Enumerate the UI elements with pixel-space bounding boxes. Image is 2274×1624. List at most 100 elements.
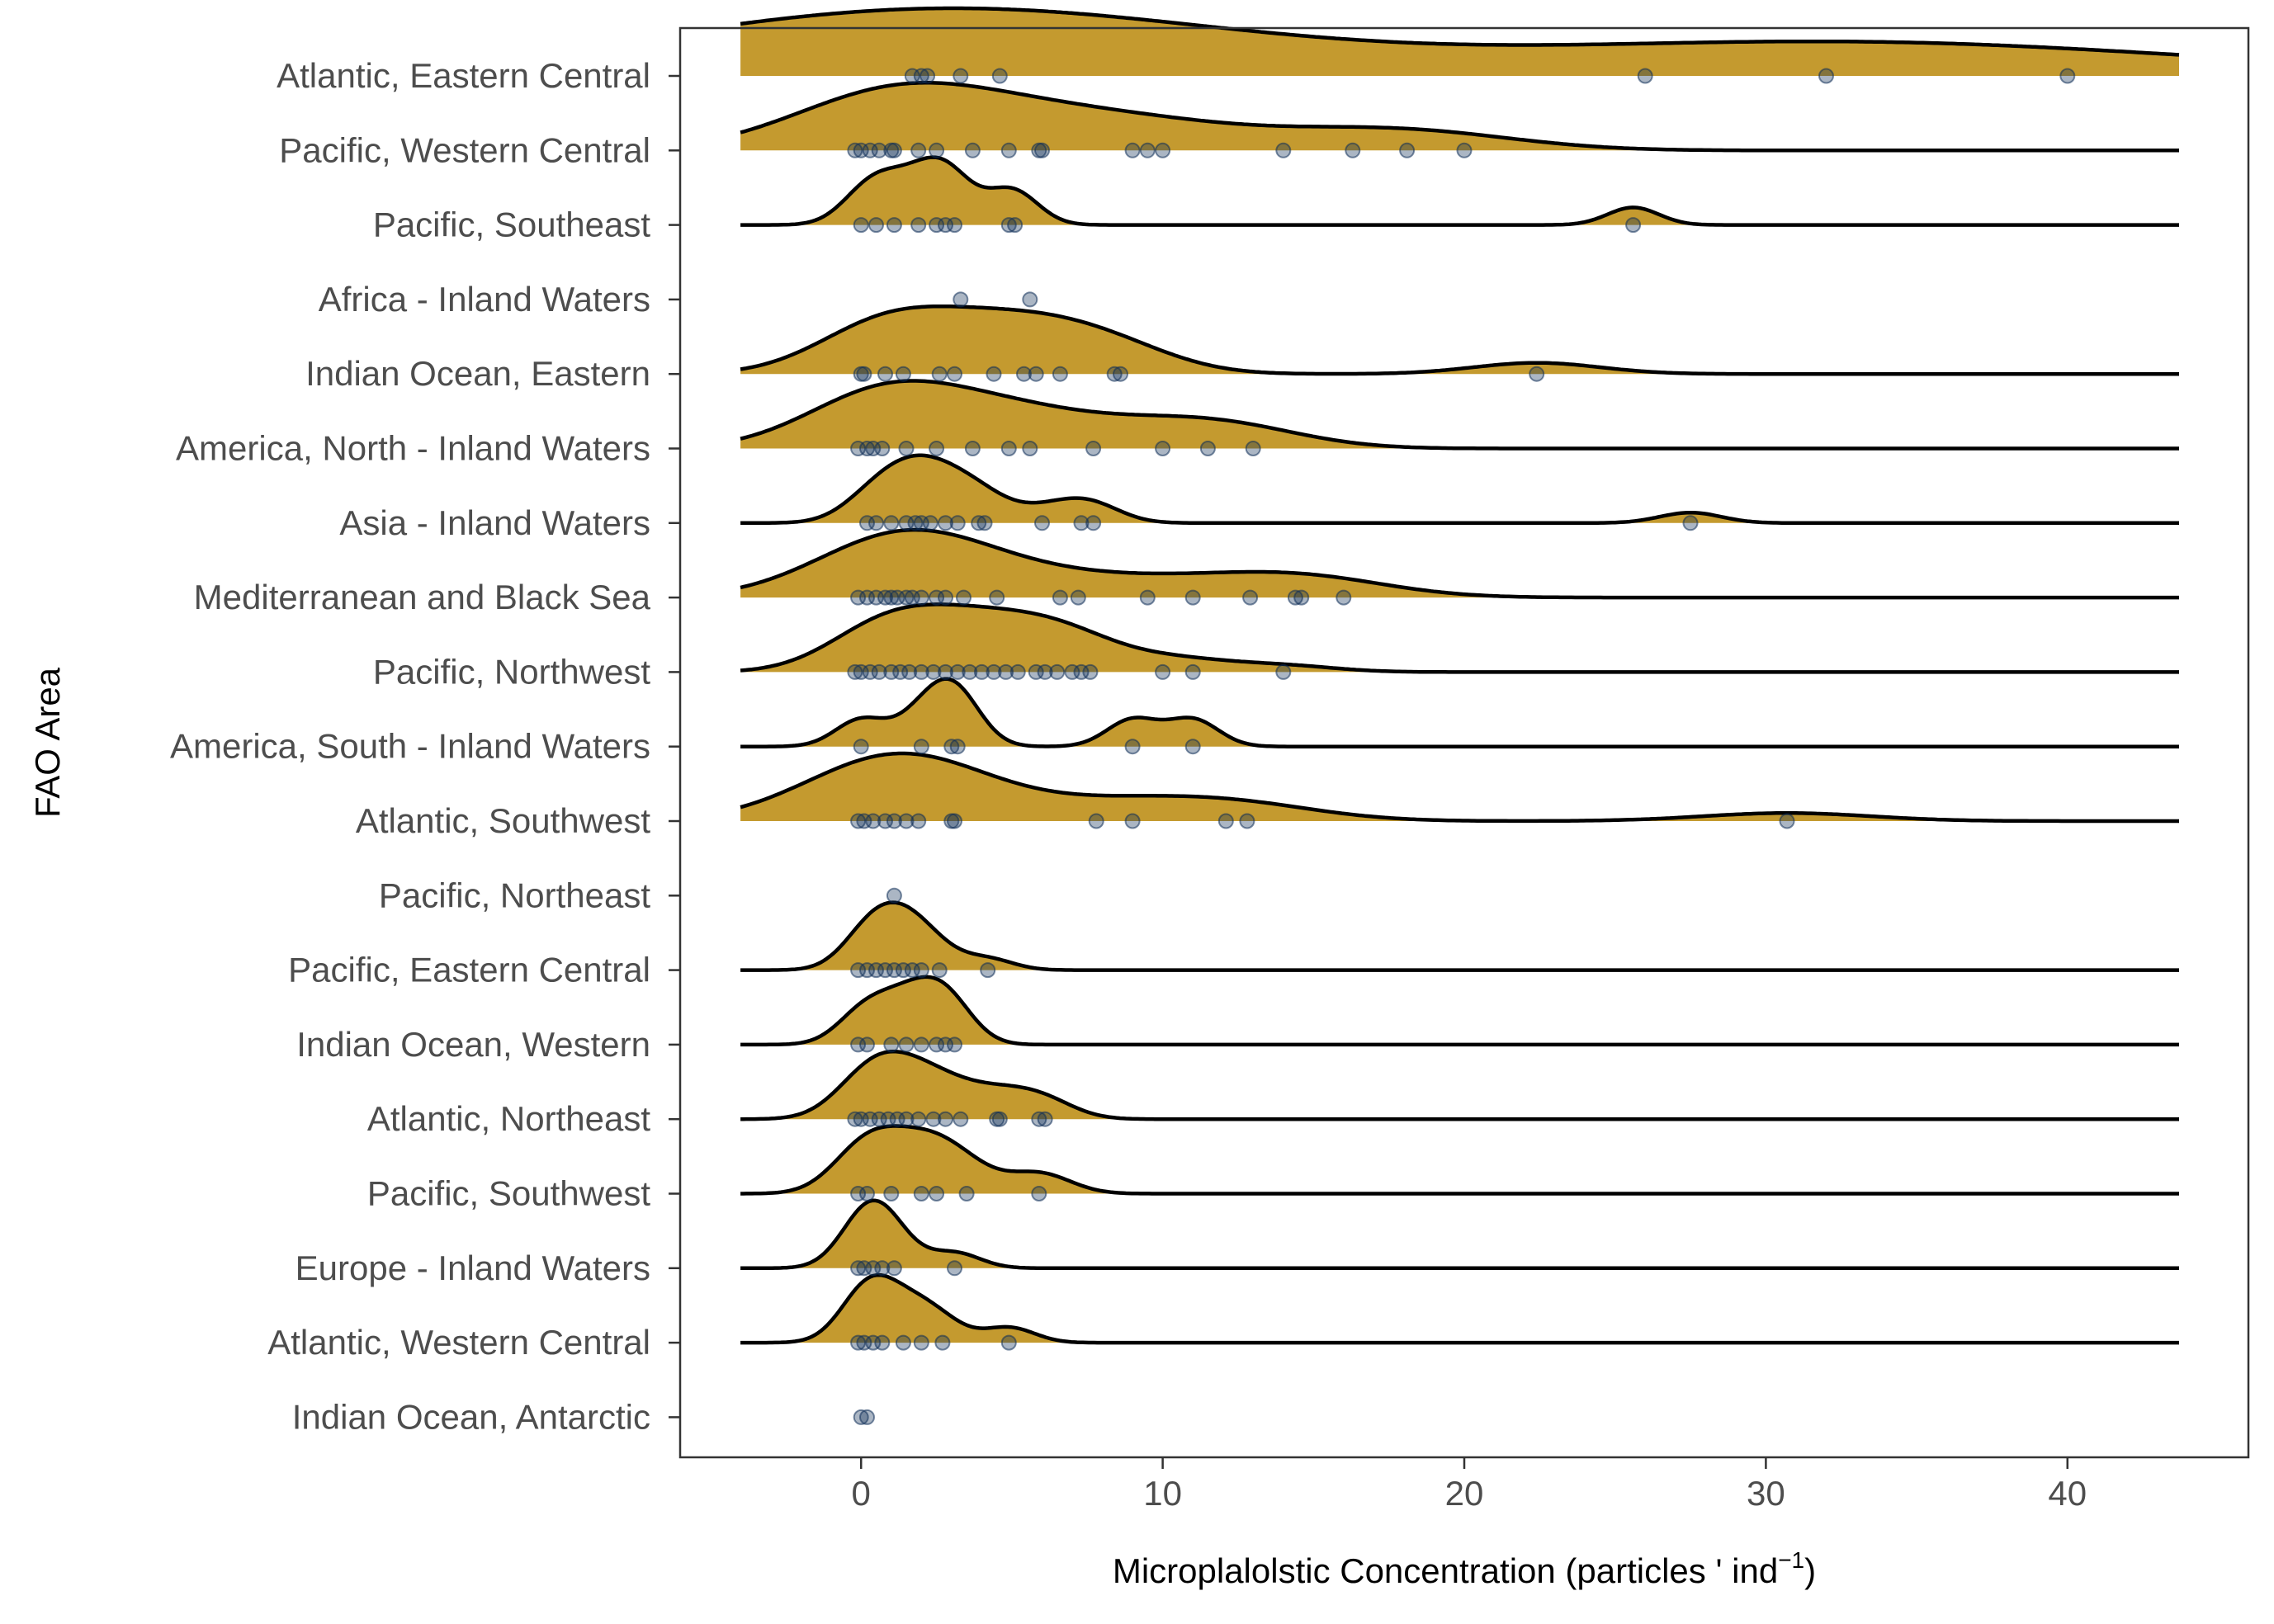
data-point [895,1334,911,1351]
data-point [1007,217,1024,234]
data-point [898,441,915,456]
data-point [865,813,882,829]
data-point [853,1409,869,1425]
density-fill [792,902,1052,970]
data-point [1275,142,1292,158]
data-point [922,515,938,531]
data-point [898,1111,915,1127]
data-points [847,68,2076,1425]
data-point [859,1036,875,1053]
data-point [925,1111,942,1127]
density-fill [786,1200,1020,1268]
data-point [938,515,953,531]
data-point [1085,441,1102,456]
data-point [1184,663,1201,680]
data-point [1031,1111,1047,1127]
data-point [901,663,918,680]
data-point [931,366,948,382]
data-point [877,589,893,606]
data-point [859,441,875,456]
data-point [886,217,902,234]
y-tick-label: America, South - Inland Waters [170,727,650,766]
data-point [1000,441,1017,456]
data-point [868,515,884,531]
y-tick-label: Pacific, Southeast [373,205,651,244]
density-fill [792,157,1702,225]
density-fill [740,306,1693,375]
data-point [871,142,887,158]
data-point [1052,366,1068,382]
data-point [1034,142,1050,158]
data-point [898,1036,915,1053]
data-point [934,1334,951,1351]
y-tick-label: Pacific, Eastern Central [288,951,650,989]
density-fill [789,678,1265,747]
data-point [871,663,887,680]
density-line [740,751,2179,824]
data-point [1637,68,1653,84]
data-point [886,887,902,904]
data-point [980,962,996,979]
density-line [740,81,2179,153]
data-point [1155,663,1171,680]
data-point [895,366,911,382]
x-axis-title: Microplalolstic Concentration (particles… [1113,1547,1816,1590]
data-point [947,217,962,234]
data-point [883,515,900,531]
data-point [847,1111,863,1127]
data-point [853,217,869,234]
x-tick-label: 20 [1445,1474,1484,1513]
data-point [856,366,872,382]
y-tick-label: Africa - Inland Waters [319,280,650,319]
y-tick-label: Pacific, Northeast [379,876,650,914]
data-point [953,1111,969,1127]
y-axis: Atlantic, Eastern Central Pacific, Wester… [170,56,680,1436]
data-point [910,1111,927,1127]
data-point [989,589,1005,606]
density-fill [740,604,1400,673]
data-point [1239,813,1255,829]
data-point [1000,1334,1017,1351]
y-tick-label: Pacific, Northwest [373,652,650,691]
density-line [740,527,2179,600]
data-point [1052,589,1068,606]
data-point [976,515,993,531]
data-point [1124,813,1141,829]
data-point [931,962,948,979]
data-point [949,739,966,755]
data-point [1139,589,1156,606]
data-point [850,813,867,829]
data-point [947,1260,962,1277]
data-point [913,589,929,606]
data-point [1028,366,1044,382]
y-axis-title: FAO Area [28,667,67,818]
data-point [913,1186,929,1201]
x-tick-label: 40 [2048,1474,2087,1513]
data-point [886,142,902,158]
data-point [1242,589,1259,606]
data-point [1293,589,1310,606]
density-line [740,304,2179,376]
data-point [929,441,945,456]
data-point [913,962,929,979]
data-point [1184,739,1201,755]
data-point [1336,589,1352,606]
data-point [953,291,969,308]
data-point [868,217,884,234]
data-point [1022,291,1038,308]
data-point [913,739,929,755]
x-tick-label: 10 [1143,1474,1182,1513]
data-point [859,1186,875,1201]
x-axis: 0 10 20 30 40 [852,1457,2087,1513]
data-point [910,217,927,234]
data-point [949,663,966,680]
data-point [947,1036,962,1053]
data-point [853,739,869,755]
data-point [971,515,987,531]
data-point [874,441,891,456]
y-tick-label: Atlantic, Northeast [367,1099,650,1138]
data-point [874,1260,891,1277]
data-point [929,1186,945,1201]
y-tick-label: Atlantic, Eastern Central [277,56,650,95]
data-point [1034,515,1050,531]
